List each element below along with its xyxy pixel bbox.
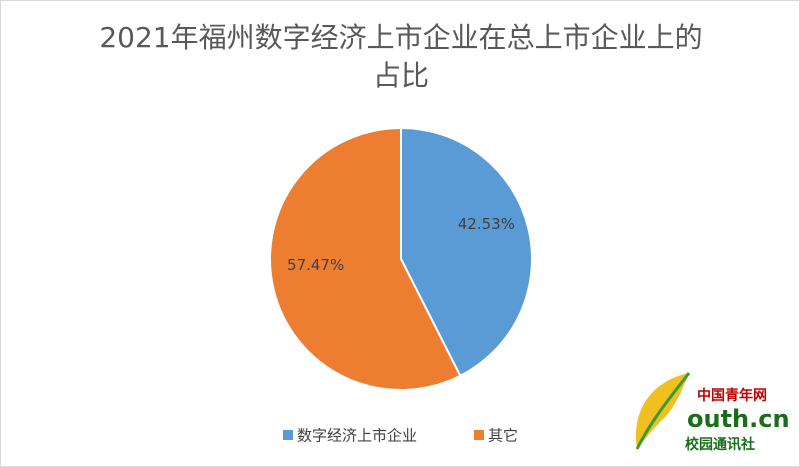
legend-swatch	[283, 430, 293, 440]
logo-section: 校园通讯社	[685, 436, 755, 453]
logo-site: 中国青年网	[697, 387, 767, 404]
logo-stem	[635, 372, 691, 450]
chart-title: 2021年福州数字经济上市企业在总上市企业上的占比	[99, 21, 703, 92]
pie-slice	[269, 126, 462, 391]
logo-domain: outh.cn	[687, 405, 790, 433]
pie-slice	[400, 126, 533, 378]
data-label: 42.53%	[458, 215, 515, 233]
legend-label: 数字经济上市企业	[297, 427, 417, 445]
legend-swatch	[474, 430, 484, 440]
data-label: 57.47%	[287, 256, 344, 274]
legend-label: 其它	[488, 427, 518, 445]
